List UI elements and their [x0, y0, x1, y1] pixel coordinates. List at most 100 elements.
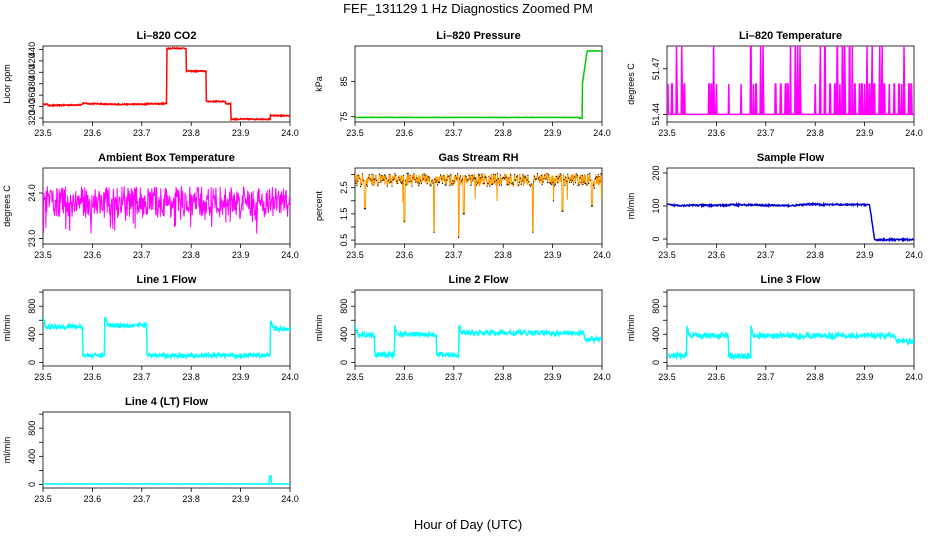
x-tick-label: 23.8	[182, 494, 200, 504]
y-axis-label: degrees C	[2, 185, 12, 227]
x-axis-title: Hour of Day (UTC)	[413, 517, 523, 532]
x-tick-label: 23.6	[708, 372, 726, 382]
series-line	[355, 49, 602, 120]
chart-ambient-box-temp: Ambient Box Temperature degrees C 23.5 23.6…	[2, 152, 299, 260]
chart-li820-temp: Li–820 Temperature degrees C 23.5 23.6 23.7 2…	[626, 30, 923, 138]
series-line	[43, 46, 290, 122]
chart-title: Li–820 CO2	[137, 30, 197, 42]
x-tick-label: 23.8	[806, 372, 824, 382]
x-tick-label: 24.0	[281, 128, 299, 138]
chart-title: Line 1 Flow	[137, 274, 197, 286]
y-tick-label: 400	[27, 449, 37, 464]
x-tick-label: 24.0	[281, 494, 299, 504]
chart-line1-flow: Line 1 Flow ml/min 23.5 23.6 23.7 23.8 23.9 24.…	[2, 274, 299, 382]
x-tick-label: 23.9	[856, 128, 874, 138]
x-tick-label: 23.5	[34, 250, 52, 260]
x-tick-label: 23.6	[84, 372, 102, 382]
chart-title: Sample Flow	[757, 152, 825, 164]
chart-line2-flow: Line 2 Flow ml/min 23.5 23.6 23.7 23.8 23.9 24.…	[314, 274, 611, 382]
x-tick-label: 23.8	[182, 372, 200, 382]
y-axis-label: ml/min	[626, 193, 636, 220]
x-tick-label: 23.6	[708, 128, 726, 138]
x-tick-label: 23.6	[396, 250, 414, 260]
y-axis-label: ml/min	[2, 315, 12, 342]
x-tick-label: 23.5	[346, 128, 364, 138]
y-tick-label: 440	[27, 42, 37, 57]
series-line	[43, 186, 290, 234]
chart-title: Ambient Box Temperature	[98, 152, 235, 164]
x-tick-label: 23.7	[133, 128, 151, 138]
chart-title: Line 2 Flow	[449, 274, 509, 286]
x-tick-label: 23.9	[232, 372, 250, 382]
y-tick-label: 1.5	[339, 208, 349, 221]
x-tick-label: 24.0	[593, 250, 611, 260]
x-tick-label: 23.7	[133, 250, 151, 260]
series-line	[355, 324, 602, 360]
x-tick-label: 23.8	[806, 128, 824, 138]
chart-line4-flow: Line 4 (LT) Flow ml/min 23.5 23.6 23.7 23.8 23…	[2, 396, 299, 504]
x-tick-label: 24.0	[281, 372, 299, 382]
x-tick-label: 24.0	[593, 128, 611, 138]
x-tick-label: 23.8	[182, 128, 200, 138]
y-tick-label: 0	[339, 360, 349, 365]
x-tick-label: 23.9	[856, 372, 874, 382]
y-axis-label: ml/min	[314, 315, 324, 342]
y-tick-label: 24.0	[27, 184, 37, 202]
x-tick-label: 23.5	[658, 250, 676, 260]
y-tick-label: 800	[27, 421, 37, 436]
series-line	[667, 201, 914, 243]
y-tick-label: 51.47	[651, 58, 661, 81]
y-tick-label: 320	[27, 110, 37, 125]
y-tick-label: 360	[27, 88, 37, 103]
y-tick-label: 0	[651, 360, 661, 365]
y-tick-label: 400	[339, 327, 349, 342]
x-tick-label: 23.5	[346, 250, 364, 260]
chart-gas-stream-rh: Gas Stream RH percent 23.5 23.6 23.7 23.8 23.9…	[314, 152, 611, 260]
x-tick-label: 23.7	[133, 372, 151, 382]
y-tick-label: 85	[339, 76, 349, 86]
y-axis-label: degrees C	[626, 63, 636, 105]
y-tick-label: 0.5	[339, 234, 349, 247]
x-tick-label: 23.5	[658, 128, 676, 138]
y-tick-label: 23.0	[27, 230, 37, 248]
plot-frame	[354, 167, 603, 245]
y-tick-label: 400	[651, 327, 661, 342]
x-tick-label: 24.0	[905, 372, 923, 382]
series-line	[667, 46, 914, 116]
chart-pressure: Li–820 Pressure kPa 23.5 23.6 23.7 23.8 23.9 24…	[314, 30, 611, 138]
y-tick-label: 400	[27, 327, 37, 342]
plot-frame	[354, 45, 603, 123]
x-tick-label: 23.5	[658, 372, 676, 382]
plot-frame	[42, 411, 291, 489]
x-tick-label: 23.6	[396, 372, 414, 382]
x-tick-label: 23.7	[757, 250, 775, 260]
chart-co2: Li–820 CO2 Licor ppm 23.5 23.6 23.7 23.8 23.9 2…	[2, 30, 299, 138]
x-tick-label: 24.0	[905, 250, 923, 260]
y-tick-label: 800	[27, 299, 37, 314]
x-tick-label: 24.0	[593, 372, 611, 382]
page-title: FEF_131129 1 Hz Diagnostics Zoomed PM	[343, 1, 593, 16]
x-tick-label: 23.7	[445, 372, 463, 382]
y-tick-label: 51.44	[651, 103, 661, 126]
y-tick-label: 100	[651, 198, 661, 213]
x-tick-label: 23.7	[133, 494, 151, 504]
x-tick-label: 23.9	[544, 128, 562, 138]
y-axis-label: ml/min	[2, 437, 12, 464]
y-tick-label: 2.5	[339, 181, 349, 194]
y-tick-label: 75	[339, 112, 349, 122]
x-tick-label: 23.9	[232, 494, 250, 504]
x-tick-label: 23.6	[84, 250, 102, 260]
y-axis-label: Licor ppm	[2, 64, 12, 104]
x-tick-label: 23.6	[84, 494, 102, 504]
y-tick-label: 340	[27, 99, 37, 114]
x-tick-label: 23.9	[232, 128, 250, 138]
chart-title: Line 3 Flow	[761, 274, 821, 286]
x-tick-label: 23.8	[806, 250, 824, 260]
x-tick-label: 23.9	[544, 372, 562, 382]
x-tick-label: 23.5	[346, 372, 364, 382]
x-tick-label: 23.6	[396, 128, 414, 138]
x-tick-label: 23.8	[182, 250, 200, 260]
plot-frame	[666, 289, 915, 367]
series-line	[43, 475, 290, 486]
